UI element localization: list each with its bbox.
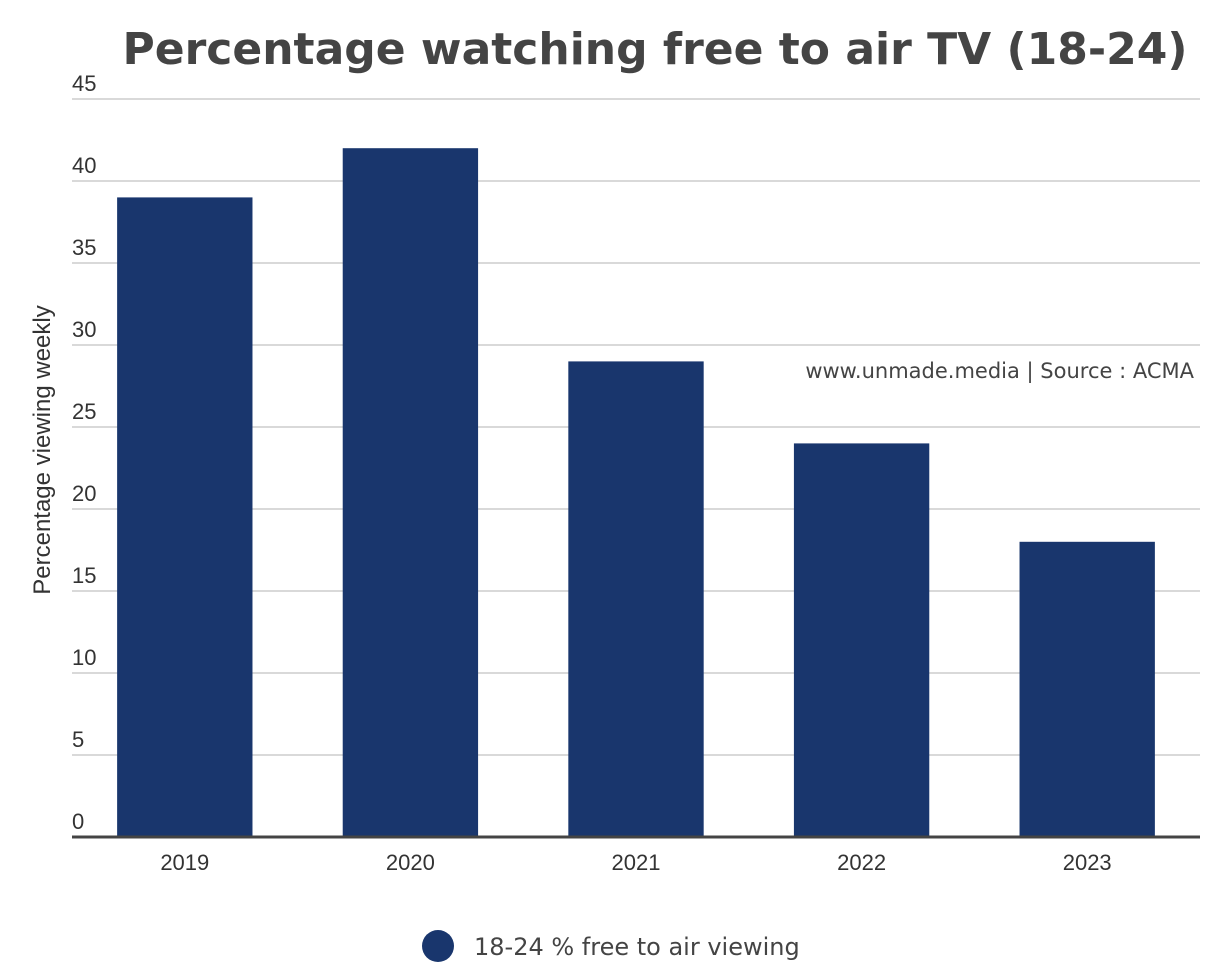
legend: 18-24 % free to air viewing: [422, 930, 800, 962]
y-tick-label: 15: [72, 563, 96, 588]
y-tick-label: 40: [72, 153, 96, 178]
x-tick-label: 2023: [1063, 850, 1112, 875]
y-tick-label: 5: [72, 727, 84, 752]
y-tick-label: 20: [72, 481, 96, 506]
x-tick-label: 2019: [160, 850, 209, 875]
bar-2020: [342, 148, 479, 837]
legend-marker: [422, 930, 454, 962]
y-axis-ticks: 0 5 10 15 20 25 30 35 40 45: [72, 71, 96, 834]
source-annotation: www.unmade.media | Source : ACMA: [805, 359, 1194, 384]
y-tick-label: 25: [72, 399, 96, 424]
legend-label: 18-24 % free to air viewing: [474, 933, 800, 961]
y-tick-label: 35: [72, 235, 96, 260]
chart-title: Percentage watching free to air TV (18-2…: [123, 24, 1188, 75]
x-tick-label: 2020: [386, 850, 435, 875]
x-axis-ticks: 2019 2020 2021 2022 2023: [160, 850, 1111, 875]
bars: [117, 148, 1155, 837]
bar-2021: [568, 361, 704, 837]
bar-2019: [117, 197, 253, 837]
y-axis-label: Percentage viewing weekly: [29, 305, 56, 595]
y-tick-label: 30: [72, 317, 96, 342]
y-tick-label: 0: [72, 809, 84, 834]
y-tick-label: 10: [72, 645, 96, 670]
x-tick-label: 2022: [837, 850, 886, 875]
y-tick-label: 45: [72, 71, 96, 96]
bar-2023: [1019, 541, 1155, 837]
x-tick-label: 2021: [612, 850, 661, 875]
bar-2022: [793, 443, 930, 837]
